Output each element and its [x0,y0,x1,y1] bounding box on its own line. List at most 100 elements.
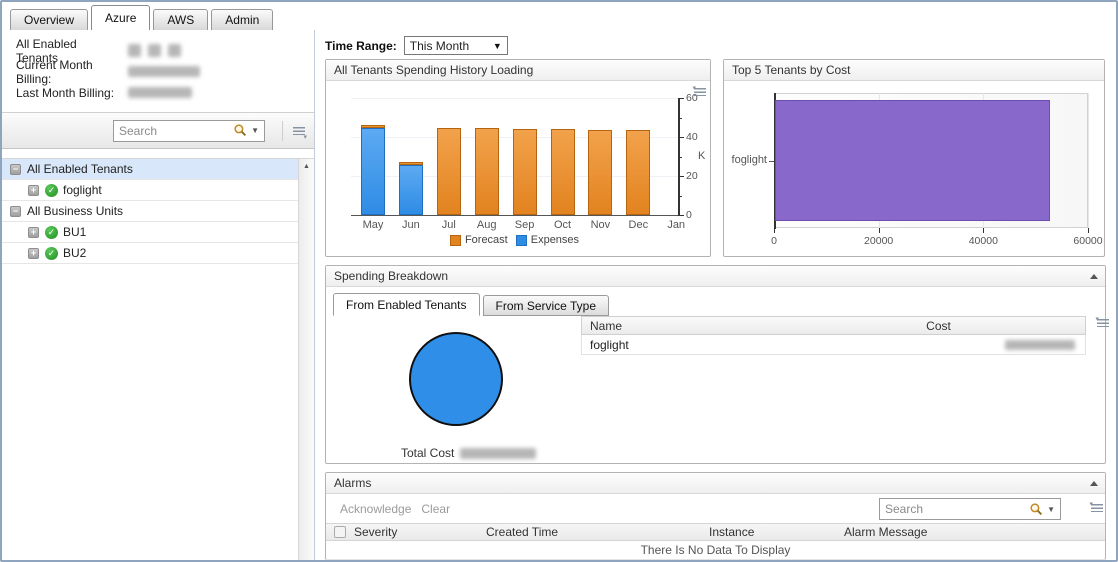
breakdown-tabbar: From Enabled Tenants From Service Type [333,293,609,316]
y-tick-label: 0 [686,209,692,221]
gridline [351,98,678,99]
expand-toggle-icon[interactable]: + [28,184,39,196]
column-header-severity[interactable]: Severity [354,525,398,539]
y-minor-tick [678,156,682,158]
panel-title: Top 5 Tenants by Cost [732,63,851,77]
x-tick-label: 60000 [1073,235,1103,247]
tree-item-bu1[interactable]: + ✓ BU1 [2,222,298,243]
tree-scrollbar[interactable]: ▲ [298,159,314,560]
x-tick-label: Sep [514,219,535,231]
current-billing-label: Current Month Billing: [16,57,93,86]
tab-from-service-type[interactable]: From Service Type [482,295,609,316]
acknowledge-button[interactable]: Acknowledge [340,502,412,516]
bar-segment-forecast [512,129,537,215]
bar-segment-forecast [474,128,499,215]
tree-item-label: BU1 [63,225,87,239]
bar-segment-expenses [398,165,423,215]
tab-overview[interactable]: Overview [10,9,89,30]
time-range-select[interactable]: This Month ▼ [403,36,508,55]
panel-header: Top 5 Tenants by Cost [724,60,1104,81]
alarms-panel: Alarms Acknowledge Clear ▼ Severit [325,472,1106,560]
gridline [1088,93,1089,228]
x-tick-label: Aug [476,219,497,231]
billing-summary: All Enabled Tenants Current Month Billin… [2,30,314,103]
column-header-created-time[interactable]: Created Time [486,525,559,539]
column-header-instance[interactable]: Instance [709,525,755,539]
tab-from-enabled-tenants[interactable]: From Enabled Tenants [333,293,480,316]
expand-toggle-icon[interactable]: + [28,247,39,259]
cost-pie-chart [409,332,503,426]
x-tick-label: Jun [402,219,420,231]
column-header-cost[interactable]: Cost [926,318,951,333]
panel-title: Spending Breakdown [334,269,449,283]
select-all-checkbox[interactable] [334,526,346,538]
collapse-toggle-icon[interactable]: − [10,205,21,217]
top5-chart: foglight 0 20000 40000 60000 [724,60,1104,256]
tree-item-label: foglight [63,183,102,197]
bar-segment-forecast [436,128,461,215]
tree-item-foglight[interactable]: + ✓ foglight [2,180,298,201]
tree-item-bu2[interactable]: + ✓ BU2 [2,243,298,264]
y-tick-label: 60 [686,92,698,104]
table-header-row: Name Cost [581,316,1086,335]
tree-menu-button[interactable] [282,120,307,141]
sidebar: All Enabled Tenants Current Month Billin… [2,30,315,560]
x-tick-label: 0 [771,235,777,247]
tree-item-all-enabled-tenants[interactable]: − All Enabled Tenants [2,159,298,180]
x-tick [878,228,880,233]
tenants-count-label: All Enabled Tenants [16,36,77,65]
redacted-current-billing-value [128,66,200,77]
last-billing-label: Last Month Billing: [16,85,115,100]
sidebar-search-input[interactable] [114,123,234,138]
tab-azure[interactable]: Azure [91,5,151,30]
collapse-toggle-icon[interactable]: − [10,163,21,175]
x-tick-label: Jan [667,219,686,231]
panel-collapse-icon[interactable] [1090,274,1098,279]
tab-aws[interactable]: AWS [153,9,209,30]
column-header-name[interactable]: Name [590,318,623,333]
tree-item-label: All Business Units [27,204,124,218]
bar-segment-forecast [398,162,423,166]
spending-breakdown-panel: Spending Breakdown From Enabled Tenants … [325,265,1106,464]
x-tick-label: Oct [553,219,572,231]
bar-segment-forecast [361,125,385,129]
search-options-caret-icon[interactable]: ▼ [251,126,259,135]
bar-segment-forecast [550,129,575,215]
main-content: Time Range: This Month ▼ All Tenants Spe… [316,30,1116,560]
y-tick [678,137,684,138]
alarms-search-input[interactable] [880,502,1030,516]
spending-history-chart: May Jun Jul Aug Sep Oct Nov Dec Jan 0 20 40 60 K Forec… [326,60,710,256]
select-caret-icon: ▼ [492,40,502,51]
x-axis-line [351,215,678,216]
panel-header: Alarms [326,473,1105,494]
clear-button[interactable]: Clear [421,502,451,516]
sidebar-searchbox: ▼ [113,119,265,142]
no-data-message: There Is No Data To Display [326,541,1105,560]
x-tick-label: Jul [441,219,456,231]
redacted-tenant-status [148,44,161,57]
expand-toggle-icon[interactable]: + [28,226,39,238]
legend-swatch [515,234,527,246]
panel-collapse-icon[interactable] [1090,481,1098,486]
total-cost-label: Total Cost [401,446,455,460]
tab-admin[interactable]: Admin [211,9,274,30]
status-ok-icon: ✓ [45,246,58,260]
search-icon[interactable] [1029,502,1044,517]
scroll-up-arrow-icon[interactable]: ▲ [303,163,310,170]
panel-header: Spending Breakdown [326,266,1105,287]
search-options-caret-icon[interactable]: ▼ [1047,504,1055,514]
tree-item-all-business-units[interactable]: − All Business Units [2,201,298,222]
column-header-alarm-message[interactable]: Alarm Message [844,525,928,539]
status-ok-icon: ✓ [45,183,58,197]
y-tick [678,98,684,99]
table-row[interactable]: foglight [581,335,1086,355]
search-icon[interactable] [233,123,248,138]
chart-legend: Forecast Expenses [351,234,678,246]
panel-header: All Tenants Spending History Loading [326,60,710,81]
redacted-cost-value [1005,339,1075,350]
y-axis-unit-label: K [698,149,706,162]
time-range-control: Time Range: This Month ▼ [325,36,508,55]
legend-item-forecast: Forecast [449,234,508,246]
y-tick-label: 20 [686,170,698,182]
x-tick [983,228,985,233]
